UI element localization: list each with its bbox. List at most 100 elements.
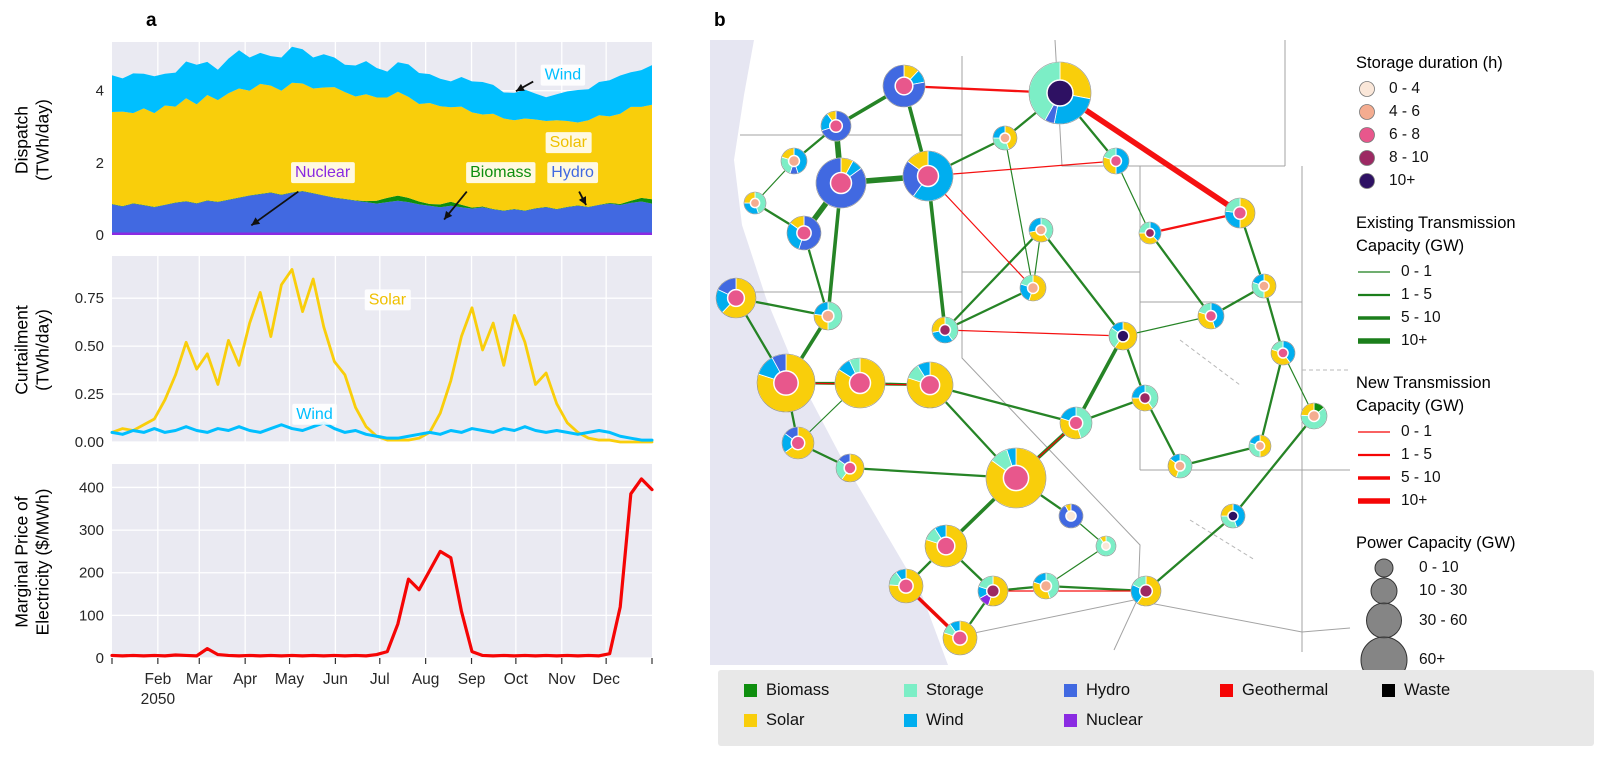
state-border — [949, 599, 1351, 639]
map-node-3 — [780, 147, 808, 175]
x-tick-label: Jun — [323, 671, 348, 688]
x-tick-label: Apr — [233, 671, 257, 688]
storage-duration-item: 6 - 8 — [1356, 123, 1616, 146]
power-capacity-item: 30 - 60 — [1356, 601, 1616, 640]
existing-transmission-legend: Existing Transmission Capacity (GW) 0 - 1 1… — [1356, 214, 1616, 352]
existing-transmission-line — [928, 383, 1078, 425]
transmission-item: 10+ — [1358, 331, 1428, 349]
x-tick-label: Aug — [412, 671, 440, 688]
map-node-15 — [1019, 274, 1047, 302]
dispatch-chart: 0 2 4 Wind Solar Hydro Nuclear Biomass — [96, 42, 652, 243]
existing-transmission-line — [1258, 351, 1285, 448]
existing-transmission-line — [1074, 334, 1125, 425]
legend-item-wind: Wind — [904, 711, 964, 730]
y-tick-label: 200 — [79, 565, 104, 582]
power-capacity-legend: Power Capacity (GW) 0 - 10 10 - 30 30 - 60 6… — [1356, 534, 1616, 685]
map-node-37 — [1167, 453, 1193, 479]
map-node-2 — [882, 64, 926, 108]
x-tick-label: Jul — [370, 671, 390, 688]
panel-a-label: a — [146, 10, 157, 31]
y-tick-label: 0.00 — [75, 434, 104, 450]
transmission-item: 5 - 10 — [1358, 308, 1441, 326]
area-biomass — [112, 190, 652, 211]
legend-title: Storage duration (h) — [1356, 54, 1503, 72]
transmission-item: 1 - 5 — [1358, 285, 1433, 303]
map-node-1 — [1028, 61, 1092, 125]
curtailment-chart: 0.00 0.25 0.50 0.75 Solar Wind — [75, 256, 654, 450]
transmission-map — [710, 40, 1351, 665]
storage-duration-item: 10+ — [1356, 169, 1616, 192]
area-wind — [112, 46, 652, 123]
annotation-hydro: Hydro — [551, 164, 594, 181]
map-node-18 — [1251, 273, 1277, 299]
existing-transmission-line — [1148, 231, 1213, 318]
legend-item-biomass: Biomass — [744, 681, 829, 700]
storage-duration-item: 4 - 6 — [1356, 100, 1616, 123]
map-node-11 — [1224, 197, 1256, 229]
line-wind — [110, 421, 654, 442]
existing-transmission-line — [1004, 137, 1034, 289]
ocean — [710, 40, 948, 665]
transmission-item: 1 - 5 — [1358, 445, 1433, 463]
map-node-23 — [835, 453, 865, 483]
map-node-8 — [786, 215, 822, 251]
map-node-26 — [1131, 384, 1159, 412]
area-nuclear — [112, 232, 652, 235]
new-transmission-line — [927, 175, 1034, 289]
area-hydro — [112, 191, 652, 233]
map-node-12 — [715, 277, 757, 319]
map-node-27 — [985, 447, 1047, 509]
y-tick-label: 400 — [79, 479, 104, 496]
annotation-biomass: Biomass — [470, 164, 531, 181]
annotation-wind: Wind — [296, 406, 332, 423]
map-node-28 — [1058, 503, 1084, 529]
map-node-42 — [1270, 340, 1296, 366]
map-node-19 — [1300, 402, 1328, 430]
power-capacity-item: 0 - 10 — [1356, 557, 1616, 579]
x-tick-label: Nov — [548, 671, 576, 688]
y-tick-label: 2 — [96, 155, 104, 172]
legend-item-storage: Storage — [904, 681, 984, 700]
legend-title: Existing Transmission — [1356, 214, 1516, 232]
price-chart-row: Marginal Price of Electricity ($/MWh) 0 1… — [10, 458, 656, 710]
existing-transmission-line — [943, 286, 1035, 332]
map-node-33 — [1032, 572, 1060, 600]
dispatch-chart-row: Dispatch (TWh/day) 0 2 4 Wind Solar Hydro Nucl… — [10, 36, 656, 243]
curtailment-chart-row: Curtailment (TWh/day) 0.00 0.25 0.50 0.75 So… — [10, 250, 656, 450]
storage-duration-item: 8 - 10 — [1356, 146, 1616, 169]
map-node-7 — [743, 191, 767, 215]
storage-duration-item: 0 - 4 — [1356, 77, 1616, 100]
transmission-item: 10+ — [1358, 491, 1428, 509]
new-transmission-line — [1057, 90, 1243, 216]
x-axis-year-label: 2050 — [141, 691, 176, 708]
map-node-14 — [931, 316, 959, 344]
x-tick-label: Mar — [186, 671, 213, 688]
legend-item-solar: Solar — [744, 711, 805, 730]
annotation-solar: Solar — [369, 291, 407, 308]
map-node-36 — [1220, 503, 1246, 529]
map-node-38 — [1248, 434, 1272, 458]
y-tick-label: 0 — [96, 650, 104, 667]
map-node-40 — [1028, 217, 1054, 243]
state-border — [1179, 339, 1241, 386]
annotation-nuclear: Nuclear — [295, 164, 351, 181]
transmission-item: 0 - 1 — [1358, 422, 1433, 440]
legend-item-geothermal: Geothermal — [1220, 681, 1328, 700]
x-tick-label: Oct — [504, 671, 529, 688]
panel-b-label: b — [714, 10, 726, 31]
y-tick-label: 4 — [96, 83, 104, 100]
dispatch-y-axis-label: Dispatch (TWh/day) — [11, 98, 53, 181]
map-node-17 — [1197, 302, 1225, 330]
y-tick-label: 100 — [79, 607, 104, 624]
map-node-35 — [1130, 575, 1162, 607]
map-node-10 — [1102, 147, 1130, 175]
technology-legend: Biomass Solar Storage Wind Hydro Nuclear Geoth… — [718, 670, 1594, 746]
map-node-29 — [1095, 535, 1117, 557]
y-tick-label: 0.25 — [75, 386, 104, 403]
y-tick-label: 0 — [96, 227, 104, 243]
map-node-9 — [992, 125, 1018, 151]
transmission-item: 0 - 1 — [1358, 262, 1433, 280]
map-node-25 — [1059, 406, 1093, 440]
